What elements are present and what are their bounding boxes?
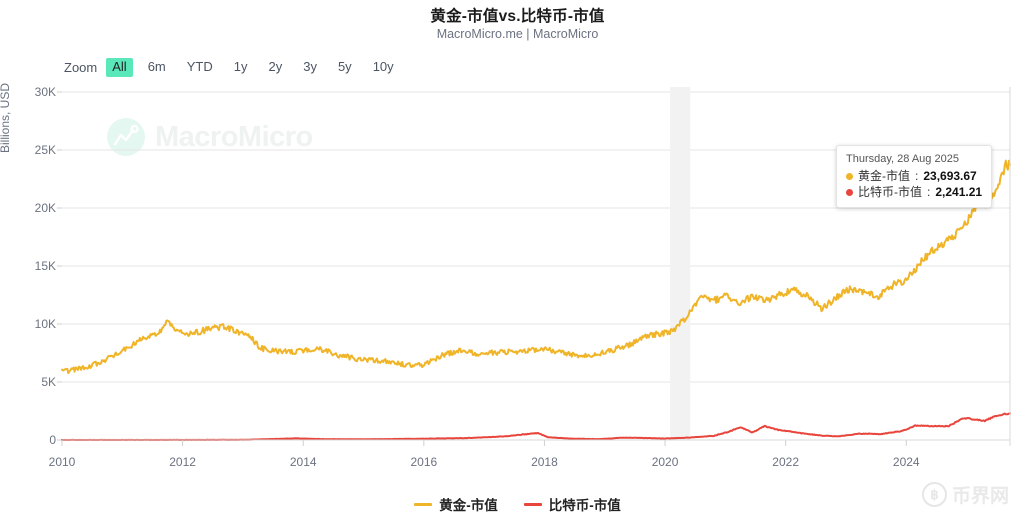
- y-tick-label: 15K: [34, 259, 56, 273]
- y-tick-label: 10K: [34, 317, 56, 331]
- zoom-button-10y[interactable]: 10y: [372, 59, 394, 74]
- tooltip-gold-value: 23,693.67: [923, 169, 977, 183]
- zoom-range-selector: Zoom All 6m YTD 1y 2y 3y 5y 10y: [64, 58, 400, 77]
- chart-subtitle: MacroMicro.me | MacroMicro: [436, 27, 599, 41]
- legend-swatch-bitcoin: [523, 502, 542, 506]
- zoom-button-5y[interactable]: 5y: [337, 59, 352, 74]
- tooltip-bitcoin-value: 2,241.21: [935, 185, 983, 199]
- x-tick-label: 2012: [169, 455, 196, 469]
- tooltip-row-bitcoin: 比特币-市值: 2,241.21: [846, 184, 982, 200]
- x-tick-label: 2018: [531, 455, 558, 469]
- zoom-button-6m[interactable]: 6m: [147, 59, 166, 74]
- legend-item-bitcoin[interactable]: 比特币-市值: [523, 494, 621, 514]
- y-tick-label: 20K: [34, 201, 56, 215]
- zoom-button-2y[interactable]: 2y: [268, 59, 283, 74]
- legend-item-gold[interactable]: 黄金-市值: [414, 494, 498, 514]
- tooltip-gold-name: 黄金-市值: [858, 169, 910, 183]
- x-tick-label: 2014: [289, 455, 317, 469]
- legend-swatch-gold: [414, 502, 433, 506]
- zoom-button-3y[interactable]: 3y: [303, 59, 317, 74]
- y-axis-ticks: 0 5K 10K 15K 20K 25K 30K: [0, 0, 56, 518]
- x-tick-label: 2020: [651, 455, 679, 469]
- legend-label-gold: 黄金-市值: [439, 498, 498, 513]
- y-tick-label: 5K: [41, 375, 56, 389]
- zoom-label: Zoom: [64, 60, 98, 75]
- recession-band: [670, 87, 691, 440]
- gold-series-dot-icon: [846, 172, 853, 180]
- axis-lines: [61, 87, 1011, 446]
- legend-label-bitcoin: 比特币-市值: [548, 498, 621, 513]
- x-tick-label: 2016: [410, 455, 438, 469]
- x-tick-label: 2010: [48, 455, 76, 469]
- tooltip-date: Thursday, 28 Aug 2025: [846, 153, 959, 165]
- zoom-button-1y[interactable]: 1y: [233, 59, 248, 74]
- chart-legend: 黄金-市值 比特币-市值: [0, 494, 1035, 514]
- zoom-button-ytd[interactable]: YTD: [186, 59, 213, 74]
- x-tick-label: 2024: [892, 455, 920, 469]
- y-tick-label: 0: [49, 433, 56, 447]
- y-tick-label: 25K: [34, 143, 56, 157]
- chart-tooltip: Thursday, 28 Aug 2025 黄金-市值: 23,693.67 比…: [836, 145, 993, 208]
- chart-title: 黄金-市值vs.比特币-市值: [430, 8, 605, 25]
- tooltip-row-gold: 黄金-市值: 23,693.67: [846, 168, 982, 184]
- bitcoin-series-dot-icon: [846, 188, 853, 196]
- series-line-gold: [61, 159, 1011, 375]
- tooltip-bitcoin-name: 比特币-市值: [858, 185, 922, 199]
- series-line-bitcoin: [61, 412, 1011, 441]
- x-tick-label: 2022: [772, 455, 800, 469]
- zoom-button-all[interactable]: All: [106, 58, 133, 77]
- y-tick-label: 30K: [34, 85, 56, 99]
